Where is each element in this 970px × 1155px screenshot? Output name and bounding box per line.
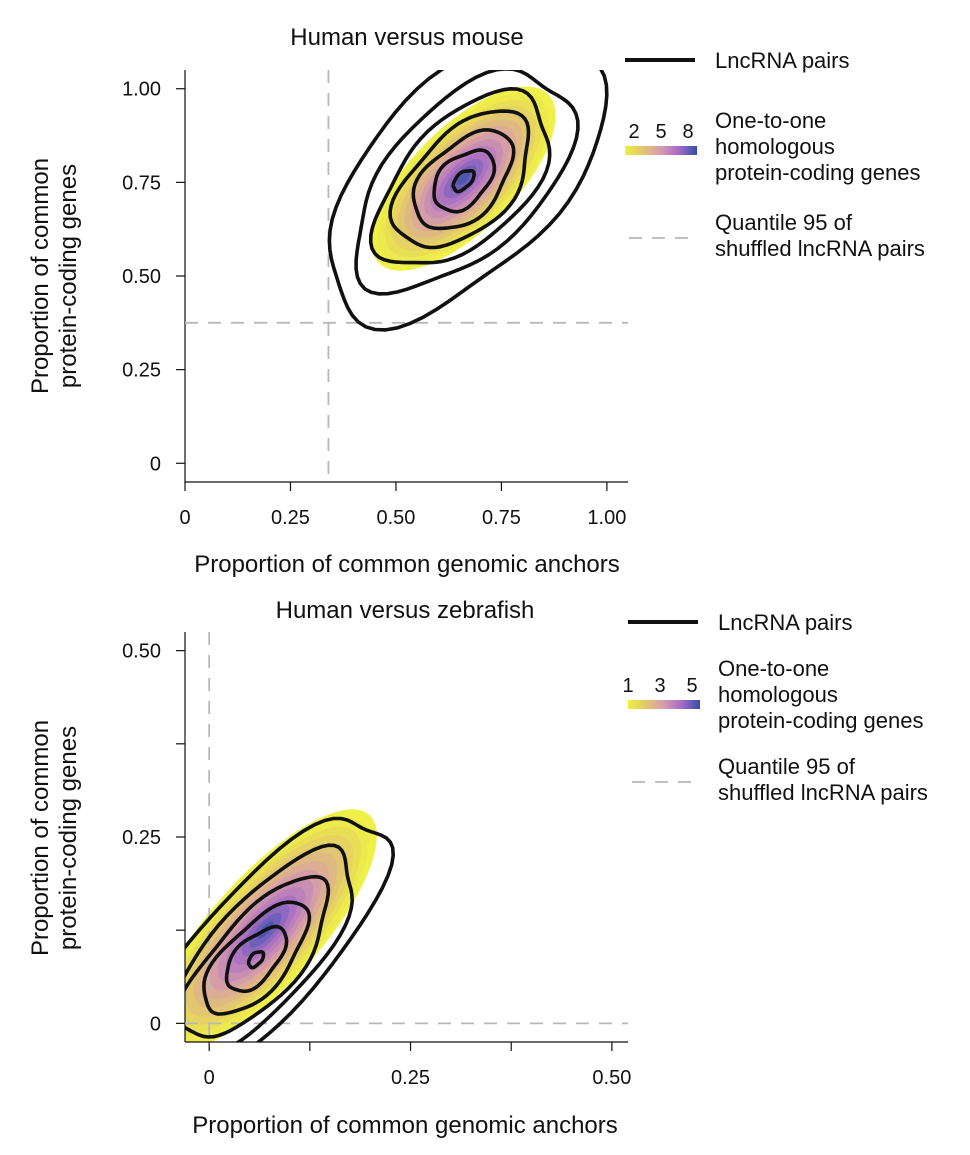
legend-quantile-label: Quantile 95 of shuffled lncRNA pairs	[718, 754, 928, 805]
axes: 0 0.25 0.50 0.75 1.00 0 0.25 0.50 0.75 1.00	[122, 70, 628, 529]
y-axis-label-line: protein-coding genes	[55, 726, 82, 950]
legend: LncRNA pairs 1 3 5 One-to-one homologous prote…	[622, 610, 928, 805]
legend: LncRNA pairs 2 5 8 One-to-one homologous prote…	[625, 48, 925, 261]
colorbar-label-line: homologous	[715, 134, 835, 159]
contour-line	[246, 950, 266, 970]
x-tick-label: 0.25	[271, 507, 310, 529]
y-tick-label: 0.50	[122, 641, 161, 663]
contour-line	[224, 924, 289, 994]
y-axis-label: Proportion of commonprotein-coding genes	[27, 158, 82, 394]
contour-line	[354, 70, 580, 296]
y-tick-label: 0	[150, 453, 161, 475]
colorbar-tick-label: 2	[628, 121, 639, 143]
contour-line	[185, 816, 395, 1042]
x-tick-label: 0	[179, 507, 190, 529]
x-axis-label: Proportion of common genomic anchors	[192, 1112, 618, 1139]
legend-line-label: LncRNA pairs	[718, 610, 853, 635]
contour-line	[185, 843, 354, 1042]
y-tick-label: 0.75	[122, 172, 161, 194]
chart-title: Human versus mouse	[290, 24, 523, 51]
contour-line	[327, 70, 609, 332]
x-tick-label: 0.25	[391, 1067, 430, 1089]
y-axis-label: Proportion of commonprotein-coding genes	[27, 720, 82, 956]
legend-quantile-label-line: Quantile 95 of	[715, 210, 853, 235]
contour-line	[185, 874, 331, 1039]
colorbar-label-line: One-to-one	[715, 108, 826, 133]
density-layer	[371, 86, 556, 271]
y-axis-label-line: Proportion of common	[27, 720, 54, 956]
contour-line	[432, 148, 497, 214]
contour-line	[202, 900, 312, 1016]
x-tick-label: 1.00	[587, 507, 626, 529]
legend-quantile-label: Quantile 95 of shuffled lncRNA pairs	[715, 210, 925, 261]
lncrna-contours	[327, 70, 609, 332]
y-tick-label: 0.25	[122, 360, 161, 382]
colorbar	[628, 700, 700, 709]
x-axis-label: Proportion of common genomic anchors	[194, 551, 620, 578]
y-tick-label: 0.25	[122, 827, 161, 849]
contour-line	[411, 128, 516, 231]
density-band	[456, 172, 471, 186]
y-axis-label-line: protein-coding genes	[55, 164, 82, 388]
colorbar-label: One-to-one homologous protein-coding genes	[715, 108, 920, 185]
colorbar-label-line: One-to-one	[718, 656, 829, 681]
chart-panel-2: Human versus zebrafish 0 0.25 0.50 0 0.25 0.50…	[27, 597, 928, 1139]
chart-panel-1: Human versus mouse 0 0.25 0.50 0.75 1.00 0 0.25…	[27, 24, 925, 578]
colorbar-tick-label: 1	[622, 675, 633, 697]
lncrna-contours	[185, 816, 395, 1042]
y-tick-label: 1.00	[122, 79, 161, 101]
colorbar-label-line: homologous	[718, 682, 838, 707]
x-tick-label: 0	[204, 1067, 215, 1089]
x-tick-label: 0.50	[376, 507, 415, 529]
contour-line	[451, 168, 476, 194]
colorbar-tick-label: 8	[682, 121, 693, 143]
y-tick-label: 0.50	[122, 266, 161, 288]
y-axis-label-line: Proportion of common	[27, 158, 54, 394]
legend-quantile-label-line: shuffled lncRNA pairs	[715, 236, 925, 261]
legend-quantile-label-line: Quantile 95 of	[718, 754, 856, 779]
contour-line	[368, 87, 552, 265]
legend-line-label: LncRNA pairs	[715, 48, 850, 73]
colorbar	[625, 146, 697, 155]
x-tick-label: 0.50	[592, 1067, 631, 1089]
colorbar-tick-label: 5	[686, 675, 697, 697]
colorbar-tick-label: 3	[654, 675, 665, 697]
colorbar-label-line: protein-coding genes	[718, 708, 923, 733]
y-tick-label: 0	[150, 1013, 161, 1035]
contour-line	[388, 109, 531, 250]
colorbar-tick-label: 5	[655, 121, 666, 143]
chart-title: Human versus zebrafish	[276, 597, 535, 624]
colorbar-label: One-to-one homologous protein-coding genes	[718, 656, 923, 733]
colorbar-label-line: protein-coding genes	[715, 160, 920, 185]
legend-quantile-label-line: shuffled lncRNA pairs	[718, 780, 928, 805]
x-tick-label: 0.75	[482, 507, 521, 529]
